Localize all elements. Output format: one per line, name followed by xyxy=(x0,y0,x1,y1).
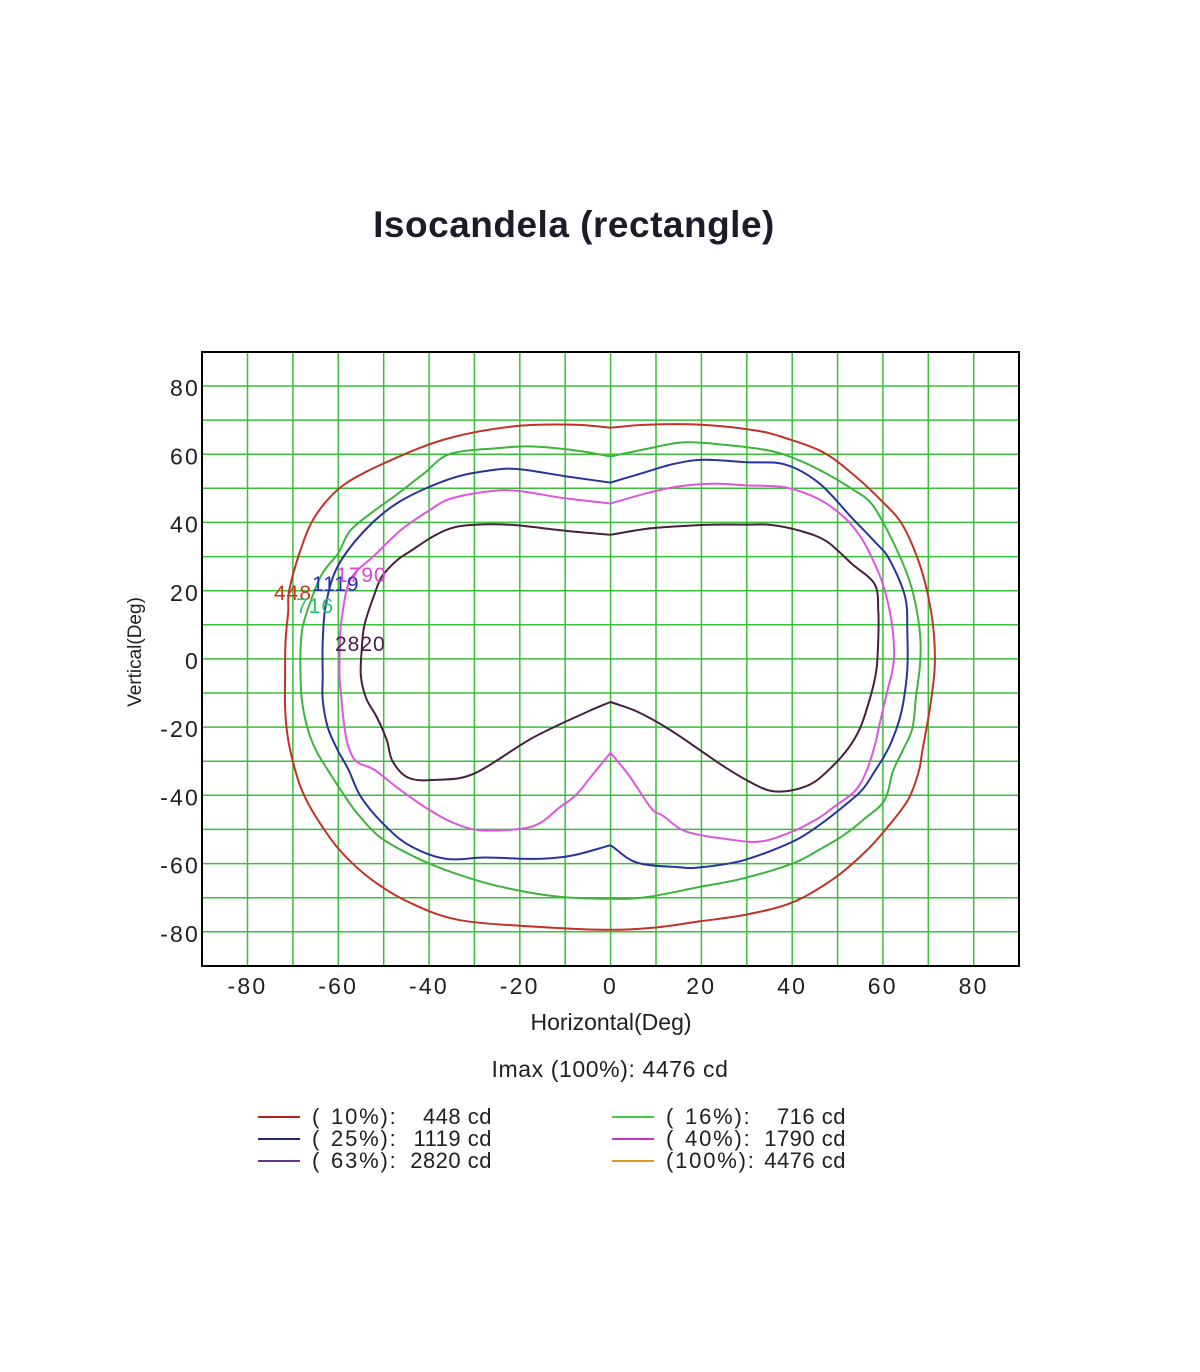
svg-text:Isocandela (rectangle): Isocandela (rectangle) xyxy=(373,204,775,245)
svg-text:( 16%):: ( 16%): xyxy=(666,1104,752,1129)
svg-text:4476 cd: 4476 cd xyxy=(764,1148,846,1173)
svg-text:( 63%):: ( 63%): xyxy=(312,1148,398,1173)
svg-text:-80: -80 xyxy=(227,973,267,999)
svg-text:( 10%):: ( 10%): xyxy=(312,1104,398,1129)
svg-text:1790 cd: 1790 cd xyxy=(764,1126,846,1151)
svg-text:-60: -60 xyxy=(318,973,358,999)
svg-text:0: 0 xyxy=(185,648,200,674)
svg-text:448: 448 xyxy=(274,582,312,605)
svg-text:Imax (100%): 4476 cd: Imax (100%): 4476 cd xyxy=(491,1056,728,1082)
svg-text:(100%):: (100%): xyxy=(666,1148,756,1173)
svg-text:-20: -20 xyxy=(160,716,200,742)
svg-text:20: 20 xyxy=(170,580,200,606)
svg-text:60: 60 xyxy=(868,973,898,999)
svg-text:-80: -80 xyxy=(160,921,200,947)
svg-text:-60: -60 xyxy=(160,853,200,879)
svg-text:60: 60 xyxy=(170,443,200,469)
svg-text:Horizontal(Deg): Horizontal(Deg) xyxy=(530,1009,691,1035)
svg-text:1119: 1119 xyxy=(312,573,360,596)
svg-text:1790: 1790 xyxy=(336,564,387,587)
svg-text:716: 716 xyxy=(296,595,334,618)
svg-text:2820: 2820 xyxy=(335,633,386,656)
svg-text:20: 20 xyxy=(686,973,716,999)
svg-text:80: 80 xyxy=(959,973,989,999)
svg-text:-40: -40 xyxy=(409,973,449,999)
svg-text:Vertical(Deg): Vertical(Deg) xyxy=(125,597,146,707)
svg-text:-20: -20 xyxy=(500,973,540,999)
svg-text:( 25%):: ( 25%): xyxy=(312,1126,398,1151)
svg-text:448 cd: 448 cd xyxy=(423,1104,492,1129)
svg-text:( 40%):: ( 40%): xyxy=(666,1126,752,1151)
svg-text:1119 cd: 1119 cd xyxy=(413,1126,492,1151)
svg-text:40: 40 xyxy=(777,973,807,999)
svg-text:2820 cd: 2820 cd xyxy=(410,1148,492,1173)
svg-text:40: 40 xyxy=(170,512,200,538)
svg-text:716 cd: 716 cd xyxy=(777,1104,846,1129)
svg-text:80: 80 xyxy=(170,375,200,401)
svg-text:-40: -40 xyxy=(160,784,200,810)
svg-text:0: 0 xyxy=(603,973,618,999)
